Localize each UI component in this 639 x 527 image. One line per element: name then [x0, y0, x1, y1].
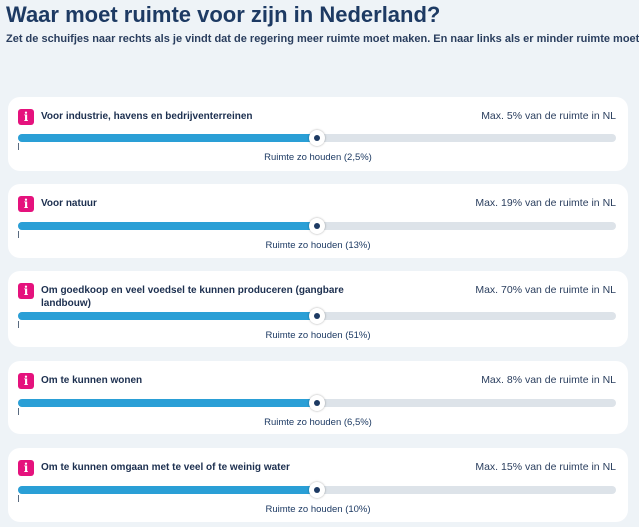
- slider-hint: Ruimte zo houden (10%): [265, 504, 371, 515]
- slider-max: Max. 15% van de ruimte in NL: [475, 461, 616, 473]
- slider-track[interactable]: [18, 395, 616, 411]
- slider-origin-tick: [18, 143, 19, 150]
- page-subtitle: Zet de schuifjes naar rechts als je vind…: [6, 33, 639, 45]
- slider-handle[interactable]: [309, 395, 325, 411]
- slider-max: Max. 70% van de ruimte in NL: [475, 284, 616, 296]
- slider-label: Om te kunnen omgaan met te veel of te we…: [41, 462, 290, 473]
- slider-fill: [18, 399, 317, 407]
- info-icon[interactable]: i: [18, 283, 34, 299]
- slider-card-water: i Om te kunnen omgaan met te veel of te …: [8, 448, 628, 522]
- slider-label: Om te kunnen wonen: [41, 375, 143, 386]
- slider-card-housing: i Om te kunnen wonen Max. 8% van de ruim…: [8, 361, 628, 434]
- slider-fill: [18, 486, 317, 494]
- slider-label: Voor natuur: [41, 198, 97, 209]
- slider-max: Max. 8% van de ruimte in NL: [481, 374, 616, 386]
- slider-origin-tick: [18, 231, 19, 238]
- slider-handle[interactable]: [309, 218, 325, 234]
- slider-track[interactable]: [18, 308, 616, 324]
- slider-card-nature: i Voor natuur Max. 19% van de ruimte in …: [8, 184, 628, 258]
- info-icon[interactable]: i: [18, 460, 34, 476]
- slider-fill: [18, 222, 317, 230]
- slider-fill: [18, 134, 317, 142]
- slider-card-agriculture: i Om goedkoop en veel voedsel te kunnen …: [8, 271, 628, 347]
- slider-track[interactable]: [18, 130, 616, 146]
- slider-label: Om goedkoop en veel voedsel te kunnen pr…: [41, 285, 344, 309]
- slider-origin-tick: [18, 408, 19, 415]
- slider-origin-tick: [18, 495, 19, 502]
- page-title: Waar moet ruimte voor zijn in Nederland?: [6, 2, 441, 27]
- info-icon[interactable]: i: [18, 109, 34, 125]
- slider-card-industry: i Voor industrie, havens en bedrijventer…: [8, 97, 628, 171]
- slider-max: Max. 19% van de ruimte in NL: [475, 197, 616, 209]
- slider-fill: [18, 312, 317, 320]
- slider-hint: Ruimte zo houden (13%): [265, 240, 371, 251]
- slider-label: Voor industrie, havens en bedrijventerre…: [41, 111, 253, 122]
- slider-track[interactable]: [18, 482, 616, 498]
- slider-track[interactable]: [18, 218, 616, 234]
- slider-origin-tick: [18, 321, 19, 328]
- slider-hint: Ruimte zo houden (2,5%): [264, 152, 372, 163]
- slider-handle[interactable]: [309, 308, 325, 324]
- slider-hint: Ruimte zo houden (51%): [265, 330, 371, 341]
- slider-handle[interactable]: [309, 482, 325, 498]
- slider-hint: Ruimte zo houden (6,5%): [264, 417, 372, 428]
- slider-max: Max. 5% van de ruimte in NL: [481, 110, 616, 122]
- info-icon[interactable]: i: [18, 196, 34, 212]
- slider-handle[interactable]: [309, 130, 325, 146]
- info-icon[interactable]: i: [18, 373, 34, 389]
